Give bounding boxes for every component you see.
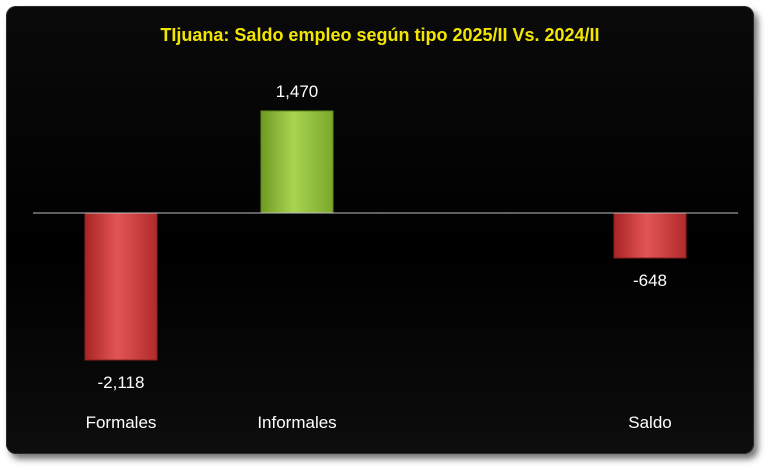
data-label-saldo: -648 [633, 271, 667, 290]
category-label-informales: Informales [257, 413, 336, 432]
bar-saldo [613, 212, 687, 259]
category-label-saldo: Saldo [628, 413, 671, 432]
category-label-formales: Formales [86, 413, 157, 432]
data-label-formales: -2,118 [98, 373, 145, 392]
bar-formales [84, 212, 158, 361]
bar-informales [260, 110, 334, 214]
chart-title: TIjuana: Saldo empleo según tipo 2025/II… [160, 25, 600, 45]
data-label-informales: 1,470 [276, 82, 319, 101]
